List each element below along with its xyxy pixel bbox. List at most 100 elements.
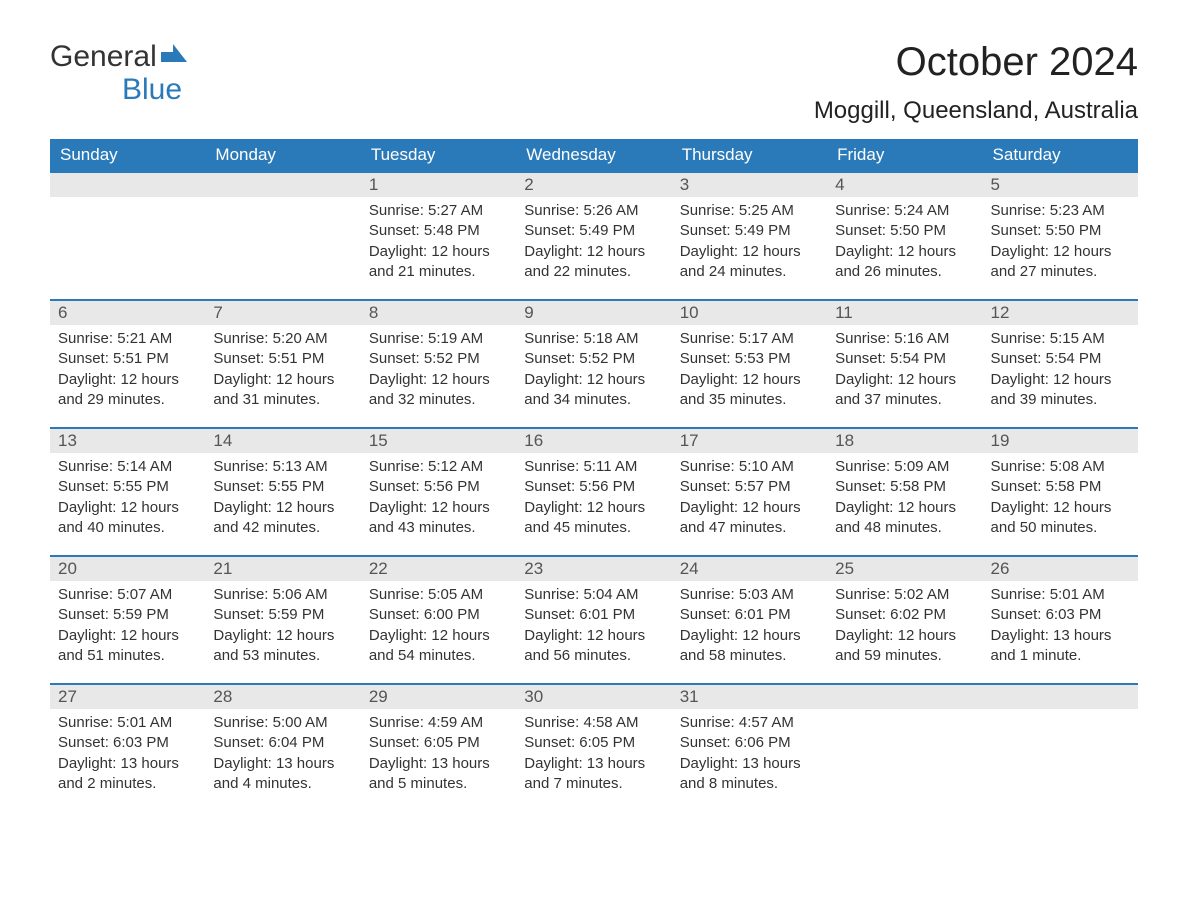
sunset-text: Sunset: 5:56 PM <box>369 477 508 497</box>
sunset-text: Sunset: 6:03 PM <box>991 605 1130 625</box>
sunset-text: Sunset: 5:51 PM <box>213 349 352 369</box>
sunset-text: Sunset: 5:54 PM <box>835 349 974 369</box>
cell-body: Sunrise: 5:06 AMSunset: 5:59 PMDaylight:… <box>205 581 360 674</box>
sunrise-text: Sunrise: 5:01 AM <box>991 585 1130 605</box>
sunrise-text: Sunrise: 5:03 AM <box>680 585 819 605</box>
cell-body: Sunrise: 5:25 AMSunset: 5:49 PMDaylight:… <box>672 197 827 290</box>
sunrise-text: Sunrise: 5:13 AM <box>213 457 352 477</box>
cell-body: Sunrise: 5:12 AMSunset: 5:56 PMDaylight:… <box>361 453 516 546</box>
day-number: 30 <box>516 685 671 709</box>
sunset-text: Sunset: 5:48 PM <box>369 221 508 241</box>
calendar-cell: 1Sunrise: 5:27 AMSunset: 5:48 PMDaylight… <box>361 172 516 300</box>
month-title: October 2024 <box>896 40 1138 85</box>
title-block: October 2024 <box>896 40 1138 85</box>
cell-body: Sunrise: 5:20 AMSunset: 5:51 PMDaylight:… <box>205 325 360 418</box>
daylight-text: Daylight: 12 hours and 47 minutes. <box>680 498 819 539</box>
sunrise-text: Sunrise: 5:27 AM <box>369 201 508 221</box>
sunrise-text: Sunrise: 5:24 AM <box>835 201 974 221</box>
sunrise-text: Sunrise: 5:01 AM <box>58 713 197 733</box>
calendar-cell: 4Sunrise: 5:24 AMSunset: 5:50 PMDaylight… <box>827 172 982 300</box>
calendar-cell: 5Sunrise: 5:23 AMSunset: 5:50 PMDaylight… <box>983 172 1138 300</box>
sunrise-text: Sunrise: 5:00 AM <box>213 713 352 733</box>
daylight-text: Daylight: 13 hours and 1 minute. <box>991 626 1130 667</box>
calendar-week: 20Sunrise: 5:07 AMSunset: 5:59 PMDayligh… <box>50 556 1138 684</box>
sunrise-text: Sunrise: 5:18 AM <box>524 329 663 349</box>
sunrise-text: Sunrise: 5:19 AM <box>369 329 508 349</box>
cell-body: Sunrise: 5:05 AMSunset: 6:00 PMDaylight:… <box>361 581 516 674</box>
day-number: 16 <box>516 429 671 453</box>
daylight-text: Daylight: 12 hours and 48 minutes. <box>835 498 974 539</box>
day-number: 29 <box>361 685 516 709</box>
day-number <box>50 173 205 197</box>
brand-part1: General <box>50 40 157 74</box>
daylight-text: Daylight: 12 hours and 37 minutes. <box>835 370 974 411</box>
weekday-header: Monday <box>205 139 360 172</box>
calendar-cell: 10Sunrise: 5:17 AMSunset: 5:53 PMDayligh… <box>672 300 827 428</box>
cell-body: Sunrise: 5:18 AMSunset: 5:52 PMDaylight:… <box>516 325 671 418</box>
calendar-cell: 3Sunrise: 5:25 AMSunset: 5:49 PMDaylight… <box>672 172 827 300</box>
sunrise-text: Sunrise: 5:20 AM <box>213 329 352 349</box>
daylight-text: Daylight: 12 hours and 40 minutes. <box>58 498 197 539</box>
calendar-cell <box>827 684 982 812</box>
sunset-text: Sunset: 5:59 PM <box>213 605 352 625</box>
sunrise-text: Sunrise: 4:58 AM <box>524 713 663 733</box>
sunset-text: Sunset: 5:57 PM <box>680 477 819 497</box>
sunrise-text: Sunrise: 5:16 AM <box>835 329 974 349</box>
cell-body: Sunrise: 5:02 AMSunset: 6:02 PMDaylight:… <box>827 581 982 674</box>
calendar-week: 27Sunrise: 5:01 AMSunset: 6:03 PMDayligh… <box>50 684 1138 812</box>
day-number: 24 <box>672 557 827 581</box>
cell-body: Sunrise: 5:16 AMSunset: 5:54 PMDaylight:… <box>827 325 982 418</box>
calendar-cell: 31Sunrise: 4:57 AMSunset: 6:06 PMDayligh… <box>672 684 827 812</box>
sunset-text: Sunset: 5:55 PM <box>213 477 352 497</box>
sunset-text: Sunset: 6:01 PM <box>524 605 663 625</box>
calendar-header-row: SundayMondayTuesdayWednesdayThursdayFrid… <box>50 139 1138 172</box>
cell-body: Sunrise: 5:19 AMSunset: 5:52 PMDaylight:… <box>361 325 516 418</box>
calendar-table: SundayMondayTuesdayWednesdayThursdayFrid… <box>50 139 1138 812</box>
calendar-cell: 22Sunrise: 5:05 AMSunset: 6:00 PMDayligh… <box>361 556 516 684</box>
daylight-text: Daylight: 13 hours and 2 minutes. <box>58 754 197 795</box>
daylight-text: Daylight: 12 hours and 21 minutes. <box>369 242 508 283</box>
weekday-header: Saturday <box>983 139 1138 172</box>
sunset-text: Sunset: 6:05 PM <box>369 733 508 753</box>
calendar-week: 13Sunrise: 5:14 AMSunset: 5:55 PMDayligh… <box>50 428 1138 556</box>
calendar-cell <box>205 172 360 300</box>
cell-body: Sunrise: 4:58 AMSunset: 6:05 PMDaylight:… <box>516 709 671 802</box>
daylight-text: Daylight: 12 hours and 26 minutes. <box>835 242 974 283</box>
sunset-text: Sunset: 5:56 PM <box>524 477 663 497</box>
day-number: 22 <box>361 557 516 581</box>
day-number: 23 <box>516 557 671 581</box>
calendar-cell: 24Sunrise: 5:03 AMSunset: 6:01 PMDayligh… <box>672 556 827 684</box>
day-number: 7 <box>205 301 360 325</box>
sunset-text: Sunset: 6:04 PM <box>213 733 352 753</box>
sunrise-text: Sunrise: 4:57 AM <box>680 713 819 733</box>
cell-body: Sunrise: 5:14 AMSunset: 5:55 PMDaylight:… <box>50 453 205 546</box>
daylight-text: Daylight: 12 hours and 50 minutes. <box>991 498 1130 539</box>
day-number: 31 <box>672 685 827 709</box>
day-number: 6 <box>50 301 205 325</box>
sunset-text: Sunset: 5:50 PM <box>991 221 1130 241</box>
weekday-header: Tuesday <box>361 139 516 172</box>
day-number: 9 <box>516 301 671 325</box>
daylight-text: Daylight: 12 hours and 31 minutes. <box>213 370 352 411</box>
sunset-text: Sunset: 5:49 PM <box>524 221 663 241</box>
day-number <box>827 685 982 709</box>
sunset-text: Sunset: 5:58 PM <box>991 477 1130 497</box>
sunset-text: Sunset: 5:49 PM <box>680 221 819 241</box>
cell-body: Sunrise: 5:21 AMSunset: 5:51 PMDaylight:… <box>50 325 205 418</box>
calendar-cell: 11Sunrise: 5:16 AMSunset: 5:54 PMDayligh… <box>827 300 982 428</box>
sunset-text: Sunset: 5:54 PM <box>991 349 1130 369</box>
day-number: 10 <box>672 301 827 325</box>
cell-body: Sunrise: 5:09 AMSunset: 5:58 PMDaylight:… <box>827 453 982 546</box>
calendar-cell: 17Sunrise: 5:10 AMSunset: 5:57 PMDayligh… <box>672 428 827 556</box>
daylight-text: Daylight: 12 hours and 35 minutes. <box>680 370 819 411</box>
calendar-week: 6Sunrise: 5:21 AMSunset: 5:51 PMDaylight… <box>50 300 1138 428</box>
cell-body: Sunrise: 5:10 AMSunset: 5:57 PMDaylight:… <box>672 453 827 546</box>
daylight-text: Daylight: 12 hours and 54 minutes. <box>369 626 508 667</box>
sunset-text: Sunset: 6:01 PM <box>680 605 819 625</box>
calendar-body: 1Sunrise: 5:27 AMSunset: 5:48 PMDaylight… <box>50 172 1138 812</box>
daylight-text: Daylight: 13 hours and 4 minutes. <box>213 754 352 795</box>
calendar-cell: 6Sunrise: 5:21 AMSunset: 5:51 PMDaylight… <box>50 300 205 428</box>
cell-body: Sunrise: 5:03 AMSunset: 6:01 PMDaylight:… <box>672 581 827 674</box>
calendar-week: 1Sunrise: 5:27 AMSunset: 5:48 PMDaylight… <box>50 172 1138 300</box>
day-number: 3 <box>672 173 827 197</box>
